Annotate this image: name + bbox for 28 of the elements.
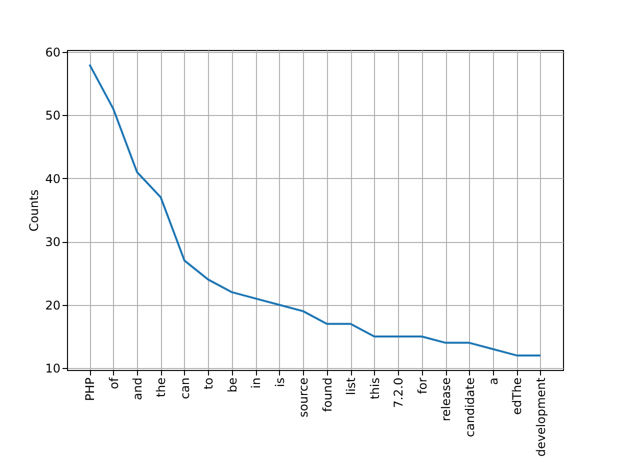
y-tick-label: 60	[45, 45, 60, 60]
x-tick-label: is	[272, 378, 287, 388]
x-tick-label: release	[439, 378, 454, 422]
y-tick-label: 30	[45, 235, 60, 250]
x-tick-label: and	[130, 378, 145, 400]
x-tick-label: candidate	[462, 378, 477, 438]
x-tick-label: development	[534, 377, 548, 457]
x-tick-label: for	[415, 377, 430, 394]
x-tick-label: PHP	[83, 378, 98, 401]
x-tick-label: of	[106, 376, 121, 390]
x-tick-label: list	[344, 377, 358, 396]
x-tick-label: be	[225, 378, 240, 392]
x-tick-label: source	[296, 378, 311, 418]
x-tick-label: a	[486, 378, 500, 385]
y-tick-label: 50	[45, 108, 60, 123]
line-series	[88, 64, 542, 356]
x-tick-label: edThe	[510, 378, 524, 415]
y-axis-title: Counts	[27, 190, 42, 232]
x-tick-label: this	[368, 378, 382, 400]
x-tick-label: to	[202, 378, 216, 390]
y-tick-label: 10	[45, 362, 60, 376]
y-tick-label: 20	[45, 298, 60, 312]
x-tick-label: can	[178, 378, 192, 400]
x-tick-label: in	[249, 378, 264, 388]
x-tick-label: 7.2.0	[392, 378, 406, 408]
x-tick-label: the	[154, 378, 168, 398]
y-tick-label: 40	[45, 172, 60, 186]
x-tick-label: found	[320, 378, 334, 412]
